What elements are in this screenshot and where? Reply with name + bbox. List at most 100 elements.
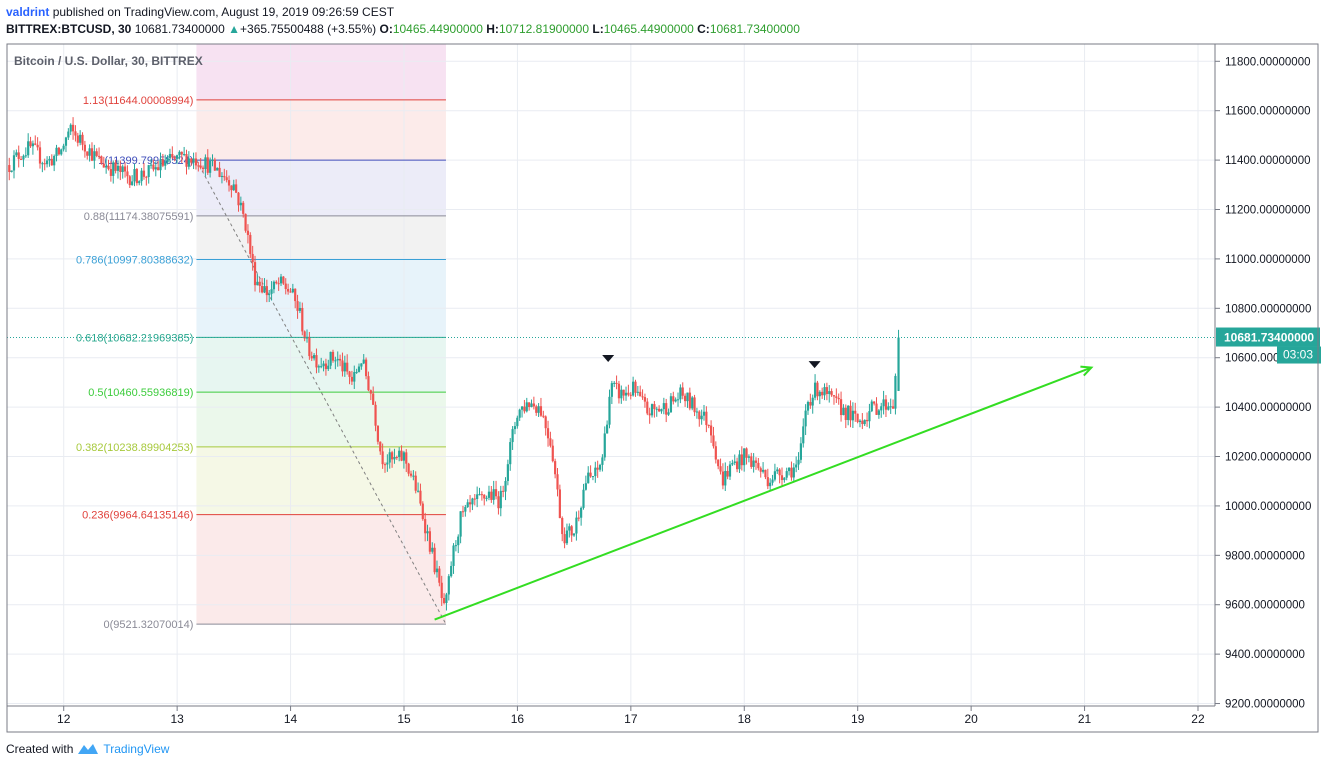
candle-body [405,452,408,464]
candle-body [164,162,167,166]
candle-body [270,289,273,294]
candle-body [341,360,344,372]
candle-body [287,289,290,292]
candle-body [8,165,11,173]
candle-body [844,407,847,420]
candle-body [301,307,304,332]
candle-body [442,597,446,604]
candle-body [48,158,51,161]
candle-body [364,359,368,377]
candle-body [336,358,339,361]
candle-body [357,366,361,372]
candle-body [459,511,462,537]
candle-body [792,467,795,478]
candle-body [750,456,753,467]
candle-body [558,489,561,519]
candle-body [591,476,595,478]
candle-body [246,230,250,235]
candle-body [613,382,616,384]
candle-body [471,498,474,505]
candle-body [279,276,283,284]
time-tick-label: 19 [851,712,865,726]
candle-body [74,131,77,136]
candle-body [227,180,231,186]
price-tick-label: 10800.00000000 [1225,303,1311,315]
candle-body [761,469,765,472]
candle-body [877,410,880,415]
tradingview-brand[interactable]: TradingView [103,742,170,756]
candle-body [542,415,545,417]
candle-body [88,148,91,156]
fib-trend-dashed [195,159,447,625]
candle-body [655,408,658,410]
candle-body [572,533,576,536]
candle-body [43,163,46,165]
ohlc-bar: BITTREX:BTCUSD, 30 10681.73400000 ▲+365.… [6,22,800,36]
candle-body [686,392,689,402]
candle-body [190,158,193,163]
candle-body [551,445,554,462]
candle-body [12,155,16,171]
price-tick-label: 11800.00000000 [1225,56,1311,68]
open-value: 10465.44900000 [392,22,483,36]
candle-body [485,497,488,499]
candle-body [239,202,242,206]
candle-body [334,360,337,362]
candle-body [532,403,535,407]
candle-body [159,159,162,171]
candle-body [632,381,635,396]
candle-body [565,530,569,544]
candle-body [338,358,342,361]
candle-body [854,410,857,414]
candle-body [856,413,859,423]
candle-body [249,234,252,254]
candle-body [624,392,628,396]
candle-body [582,489,585,508]
candle-body [83,144,86,152]
candle-body [478,494,481,496]
time-tick-label: 16 [511,712,525,726]
candle-body [409,473,413,476]
candle-body [528,402,531,407]
candle-body [660,409,663,412]
candle-body [157,167,160,171]
candle-body [809,402,812,406]
candle-body [530,403,533,407]
candle-body [121,166,124,173]
close-label: C: [697,22,710,36]
candle-body [880,406,883,411]
candle-body [206,157,209,173]
candle-body [414,475,417,491]
candle-body [617,383,621,399]
candle-body [445,594,448,604]
candle-body [622,389,625,396]
candle-body [747,456,751,458]
candle-body [55,147,58,156]
countdown-label: 03:03 [1283,348,1313,362]
candle-body [76,135,79,143]
candle-body [369,390,372,394]
candle-body [513,426,517,430]
candle-body [861,420,864,425]
candle-body [317,366,320,368]
candle-body [693,397,696,413]
candle-body [707,425,710,427]
author-name[interactable]: valdrint [6,5,50,19]
time-tick-label: 12 [57,712,71,726]
candle-body [256,281,259,286]
candle-body [806,402,810,411]
candle-body [490,491,493,500]
candle-body [535,406,538,413]
price-change: +365.75500488 (+3.55%) [240,22,377,36]
low-value: 10465.44900000 [603,22,694,36]
candle-body [308,336,311,357]
countdown-badge [1277,346,1321,364]
candle-body [119,165,122,173]
candle-body [421,503,424,520]
candle-body [81,134,84,145]
candle-body [603,433,606,458]
candle-body [620,389,623,399]
candle-body [435,568,439,573]
candle-body [268,293,271,296]
